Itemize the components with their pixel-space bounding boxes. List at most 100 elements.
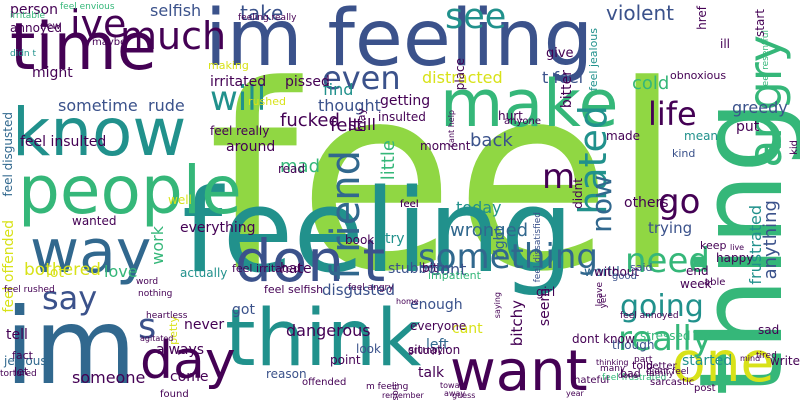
cloud-word-f-riend: f riend — [323, 150, 369, 280]
cloud-word-enough: enough — [410, 297, 463, 313]
cloud-word-mad: mad — [280, 156, 320, 177]
cloud-word-back: back — [470, 130, 513, 151]
cloud-word-part: part — [634, 355, 653, 365]
cloud-word-going: going — [620, 289, 704, 324]
cloud-word-disgusted: disgusted — [322, 281, 395, 299]
cloud-word-cold: cold — [632, 73, 670, 94]
cloud-word-stubborn: stubborn — [388, 261, 451, 277]
cloud-word-will: will — [210, 79, 267, 119]
cloud-word-feel-annoyed: feel annoyed — [620, 311, 679, 321]
cloud-word-got: got — [232, 302, 255, 318]
cloud-word-see: see — [445, 0, 507, 37]
cloud-word-write: write — [769, 354, 800, 368]
cloud-word-want: want — [450, 339, 588, 400]
cloud-word-started: started — [682, 353, 733, 369]
cloud-word-greedy: greedy — [732, 98, 788, 117]
cloud-word-week: week — [680, 277, 712, 291]
cloud-word-give: give — [546, 46, 574, 61]
cloud-word-frustrated: frustrated — [746, 205, 765, 285]
cloud-word-feeling-really: feeling really — [238, 13, 297, 23]
cloud-word-left: left — [426, 337, 449, 353]
cloud-word-know: know — [12, 94, 187, 171]
cloud-word-tortured: tortured — [0, 369, 37, 379]
cloud-word-others: others — [624, 195, 669, 211]
cloud-word-feel-envious: feel envious — [60, 2, 115, 12]
cloud-word-made: made — [606, 129, 641, 143]
cloud-word-m-feeling: m feeling — [366, 382, 409, 392]
cloud-word-home: home — [396, 297, 419, 306]
cloud-word-hate: hate — [280, 261, 312, 277]
cloud-word-keep: keep — [700, 239, 727, 252]
cloud-word-let: let — [14, 365, 29, 378]
cloud-word-jealous: jealous — [4, 354, 47, 368]
cloud-word-without: without — [594, 265, 640, 279]
cloud-word-need: need — [625, 241, 710, 281]
cloud-word-feel-angry: feel angry — [348, 283, 394, 293]
cloud-word-rushed: rushed — [248, 95, 286, 108]
cloud-word-obnoxious: obnoxious — [670, 69, 727, 82]
cloud-word-sometime: sometime — [58, 96, 138, 115]
cloud-word-said: said — [630, 261, 653, 274]
cloud-word-saying: saying — [493, 292, 502, 319]
cloud-word-sort: sort — [391, 382, 401, 400]
cloud-word-book: book — [345, 233, 375, 247]
cloud-word-anyone: anyone — [504, 116, 541, 127]
cloud-word-might: might — [32, 65, 73, 81]
cloud-word-new: new — [40, 21, 61, 32]
cloud-word-ive: ive — [70, 2, 127, 46]
cloud-word-place: place — [453, 58, 467, 91]
cloud-word-grumpy: grumpy — [408, 346, 443, 356]
cloud-word-bothered: bothered — [24, 260, 101, 280]
cloud-word-s: s — [138, 307, 157, 347]
cloud-word-told: told — [632, 359, 654, 372]
cloud-word-wanted: wanted — [72, 214, 117, 228]
cloud-word-today: today — [456, 198, 502, 217]
cloud-word-getting: getting — [380, 93, 431, 109]
cloud-word-selfish: selfish — [150, 1, 202, 20]
cloud-word-impatient: impatient — [428, 269, 481, 282]
cloud-word-thinking: thinking — [596, 358, 629, 367]
cloud-word-way: way — [30, 217, 152, 287]
cloud-word-sad: sad — [758, 323, 780, 337]
cloud-word-always: always — [156, 342, 205, 358]
cloud-word-everything: everything — [180, 220, 256, 236]
cloud-word-t-feel: t feel — [542, 68, 584, 87]
cloud-word-life: life — [648, 95, 697, 133]
cloud-word-word: word — [136, 277, 159, 287]
cloud-word-fucked: fucked — [280, 110, 340, 131]
cloud-word-thought: thought — [318, 96, 381, 115]
cloud-word-hateful: hateful — [574, 375, 610, 386]
cloud-word-year: year — [566, 389, 584, 398]
cloud-word-make: make — [440, 67, 619, 142]
cloud-word-feeling: feeling — [182, 165, 574, 299]
cloud-word-happy: happy — [716, 251, 754, 265]
cloud-word-feel-insulted: feel insulted — [20, 134, 107, 150]
cloud-word-m: m — [542, 157, 576, 197]
cloud-word-well: well — [168, 193, 192, 207]
cloud-word-insulted: insulted — [378, 110, 426, 124]
cloud-word-didn-t: didn t — [10, 49, 37, 59]
cloud-word-person: person — [10, 2, 58, 18]
cloud-word-done: done — [618, 371, 638, 380]
cloud-word-situation: situation — [408, 343, 461, 357]
cloud-word-sarcastic: sarcastic — [650, 377, 695, 388]
cloud-word-ill: ill — [720, 37, 731, 51]
cloud-word-start: start — [753, 9, 767, 37]
cloud-word-felt: felt — [330, 115, 360, 136]
cloud-word-feel-resentful: feel resentful — [761, 30, 771, 90]
cloud-word-annoyed: annoyed — [10, 21, 63, 35]
cloud-word-someone: someone — [72, 368, 146, 387]
cloud-word-find: find — [323, 80, 354, 99]
cloud-word-right: right — [492, 226, 508, 259]
cloud-word-cant: cant — [452, 321, 483, 337]
cloud-word-heartless: heartless — [146, 311, 188, 321]
cloud-word-moment: moment — [420, 139, 471, 153]
cloud-word-fact: fact — [12, 349, 33, 362]
cloud-word-dont-know: dont know — [572, 332, 635, 346]
cloud-word-talk: talk — [418, 365, 445, 381]
cloud-word-violent: violent — [606, 1, 675, 25]
cloud-word-kid: kid — [789, 140, 800, 155]
cloud-word-bitchy: bitchy — [508, 300, 526, 347]
cloud-word-don-t: don t — [235, 227, 386, 295]
cloud-word-actually: actually — [180, 266, 228, 280]
